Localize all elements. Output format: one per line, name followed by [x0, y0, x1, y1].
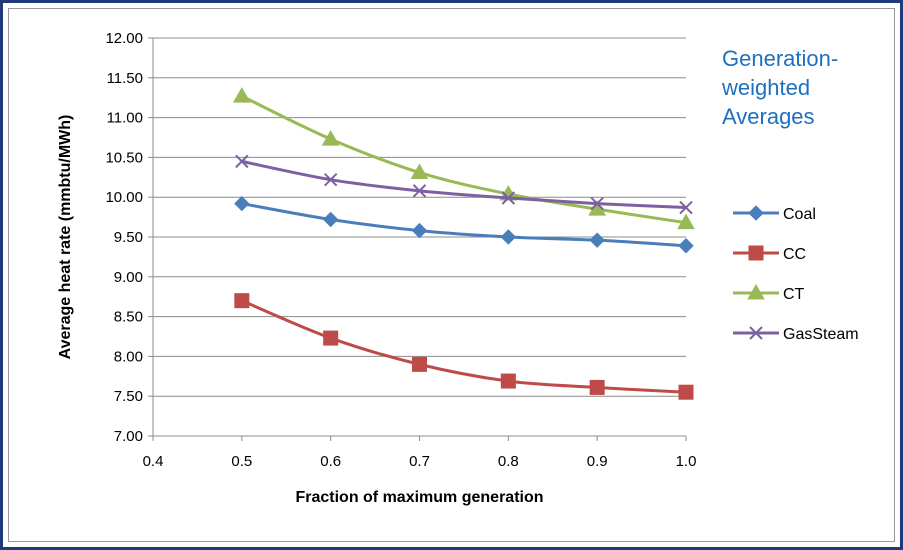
point-coal-0: [234, 195, 250, 212]
point-cc-5: [678, 384, 694, 400]
legend-label-ct: CT: [783, 286, 805, 303]
legend-marker-ct: [747, 283, 765, 300]
y-tick-label-2: 8.00: [114, 348, 143, 365]
series-gassteam: [235, 154, 693, 215]
legend-item-ct: CT: [733, 283, 805, 303]
y-tick-label-10: 12.00: [105, 30, 143, 47]
x-tick-label-5: 0.9: [587, 453, 608, 470]
point-gassteam-3-stroke-b: [501, 191, 516, 205]
x-tick-label-1: 0.5: [231, 453, 252, 470]
point-gassteam-0: [235, 154, 249, 169]
point-gassteam-3: [501, 191, 516, 205]
x-tick-label-6: 1.0: [676, 453, 697, 470]
x-tick-label-2: 0.6: [320, 453, 341, 470]
series-line-gassteam: [241, 159, 687, 210]
point-ct-2: [410, 163, 429, 180]
y-tick-label-1: 7.50: [114, 388, 143, 405]
point-cc-3: [500, 373, 516, 389]
legend-item-coal: Coal: [733, 205, 816, 223]
point-coal-2: [411, 222, 428, 239]
series-line-cc: [241, 299, 687, 394]
point-gassteam-1-stroke-b: [323, 172, 338, 187]
legend-label-coal: Coal: [783, 206, 816, 223]
x-tick-label-0: 0.4: [143, 453, 164, 470]
point-cc-0: [234, 293, 250, 309]
annotation-line-2: weighted: [722, 75, 811, 100]
point-coal-3: [500, 229, 517, 245]
legend-marker-cc: [748, 245, 764, 261]
legend-label-cc: CC: [783, 246, 806, 263]
point-ct-5: [677, 213, 695, 230]
point-ct-0: [232, 87, 251, 103]
series-line-ct: [241, 94, 687, 225]
legend-item-cc: CC: [733, 245, 806, 263]
legend-label-gassteam: GasSteam: [783, 326, 859, 343]
y-tick-label-6: 10.00: [105, 189, 143, 206]
x-tick-label-3: 0.7: [409, 453, 430, 470]
y-tick-label-4: 9.00: [114, 269, 143, 286]
y-tick-label-8: 11.00: [107, 110, 143, 127]
legend-item-gassteam: GasSteam: [733, 326, 859, 343]
point-coal-4: [589, 232, 605, 248]
annotation-line-1: Generation-: [722, 46, 839, 71]
point-ct-1: [321, 130, 340, 146]
series-line-coal: [241, 202, 687, 248]
chart-area-border: [8, 8, 895, 542]
point-gassteam-5-stroke-b: [679, 200, 693, 215]
point-cc-1: [323, 330, 339, 346]
legend-marker-gassteam: [749, 326, 763, 340]
annotation-line-3: Averages: [722, 104, 815, 129]
legend-marker-gassteam-stroke-b: [749, 326, 763, 340]
legend-marker-coal: [748, 205, 764, 221]
y-tick-label-7: 10.50: [105, 149, 143, 166]
point-gassteam-5: [679, 200, 693, 215]
series-cc: [234, 293, 694, 400]
point-gassteam-2-stroke-b: [412, 184, 427, 198]
y-tick-label-5: 9.50: [114, 229, 143, 246]
point-coal-5: [678, 238, 694, 254]
point-gassteam-4: [590, 196, 604, 211]
x-axis-title: Fraction of maximum generation: [295, 489, 543, 506]
point-coal-1: [322, 211, 339, 228]
y-tick-label-3: 8.50: [114, 309, 143, 326]
y-tick-label-9: 11.50: [107, 70, 143, 87]
series-ct: [232, 87, 695, 230]
point-gassteam-1: [323, 172, 338, 187]
y-tick-label-0: 7.00: [114, 428, 143, 445]
point-cc-2: [412, 356, 427, 372]
point-gassteam-4-stroke-b: [590, 196, 604, 211]
series-coal: [234, 195, 694, 254]
point-gassteam-2: [412, 184, 427, 198]
point-gassteam-0-stroke-b: [235, 154, 249, 169]
x-tick-label-4: 0.8: [498, 453, 519, 470]
chart-annotation: Generation- weighted Averages: [722, 44, 892, 131]
y-axis-title: Average heat rate (mmbtu/MWh): [57, 115, 74, 360]
point-cc-4: [589, 379, 605, 395]
